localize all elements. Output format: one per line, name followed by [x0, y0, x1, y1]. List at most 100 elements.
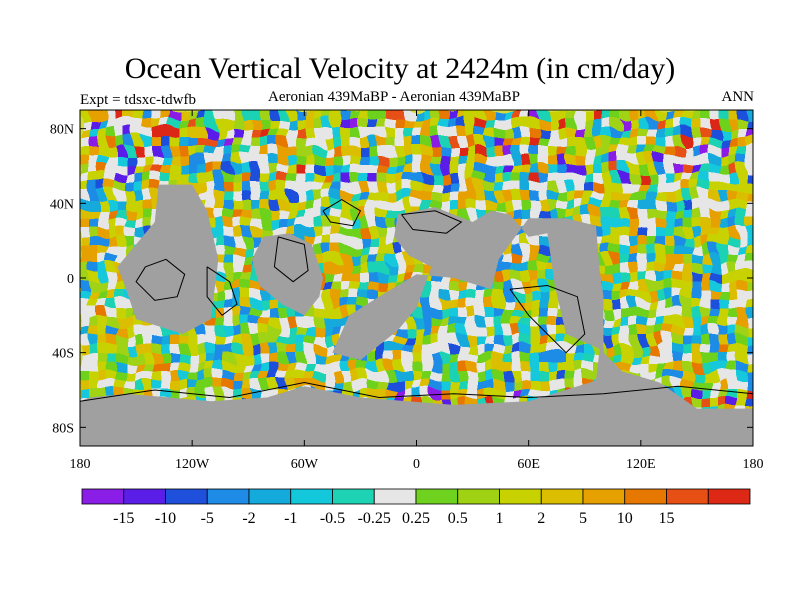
field-cell: [377, 227, 387, 237]
field-cell: [746, 335, 753, 345]
field-cell: [674, 380, 684, 390]
field-cell: [656, 173, 666, 183]
field-cell: [683, 119, 693, 129]
field-cell: [629, 353, 639, 363]
field-cell: [134, 227, 144, 237]
field-cell: [440, 119, 450, 129]
field-cell: [467, 344, 477, 354]
field-cell: [377, 218, 387, 228]
field-cell: [701, 227, 711, 237]
field-cell: [665, 236, 675, 246]
field-cell: [224, 272, 234, 282]
field-cell: [566, 164, 576, 174]
field-cell: [701, 245, 711, 255]
field-cell: [89, 128, 99, 138]
field-cell: [449, 182, 459, 192]
field-cell: [422, 362, 432, 372]
field-cell: [422, 389, 432, 399]
field-cell: [107, 299, 117, 309]
field-cell: [422, 353, 432, 363]
field-cell: [548, 326, 558, 336]
field-cell: [296, 371, 306, 381]
field-cell: [395, 245, 405, 255]
field-cell: [287, 200, 297, 210]
field-cell: [350, 281, 360, 291]
field-cell: [539, 344, 549, 354]
field-cell: [215, 227, 225, 237]
field-cell: [107, 380, 117, 390]
field-cell: [665, 263, 675, 273]
field-cell: [692, 182, 702, 192]
field-cell: [710, 218, 720, 228]
field-cell: [251, 227, 261, 237]
field-cell: [512, 146, 522, 156]
field-cell: [683, 380, 693, 390]
field-cell: [665, 380, 675, 390]
field-cell: [737, 362, 747, 372]
field-cell: [80, 299, 90, 309]
field-cell: [449, 155, 459, 165]
field-cell: [593, 173, 603, 183]
field-cell: [89, 137, 99, 147]
field-cell: [332, 146, 342, 156]
field-cell: [197, 155, 207, 165]
field-cell: [710, 200, 720, 210]
field-cell: [368, 227, 378, 237]
field-cell: [656, 371, 666, 381]
field-cell: [683, 182, 693, 192]
field-cell: [350, 245, 360, 255]
field-cell: [314, 335, 324, 345]
field-cell: [170, 110, 180, 120]
field-cell: [728, 245, 738, 255]
field-cell: [629, 236, 639, 246]
field-cell: [197, 389, 207, 399]
field-cell: [242, 362, 252, 372]
field-cell: [206, 389, 216, 399]
field-cell: [80, 191, 90, 201]
field-cell: [350, 362, 360, 372]
field-cell: [215, 182, 225, 192]
field-cell: [170, 362, 180, 372]
x-tick-label: 180: [70, 457, 91, 472]
field-cell: [440, 317, 450, 327]
field-cell: [449, 200, 459, 210]
field-cell: [674, 389, 684, 399]
field-cell: [620, 155, 630, 165]
field-cell: [386, 380, 396, 390]
field-cell: [692, 281, 702, 291]
experiment-label: Expt = tdsxc-tdwfb: [80, 92, 196, 108]
field-cell: [125, 371, 135, 381]
field-cell: [395, 182, 405, 192]
field-cell: [467, 164, 477, 174]
field-cell: [656, 146, 666, 156]
field-cell: [377, 182, 387, 192]
field-cell: [494, 155, 504, 165]
field-cell: [584, 353, 594, 363]
field-cell: [161, 344, 171, 354]
field-cell: [323, 353, 333, 363]
field-cell: [332, 119, 342, 129]
field-cell: [719, 308, 729, 318]
field-cell: [422, 182, 432, 192]
field-cell: [89, 191, 99, 201]
field-cell: [440, 344, 450, 354]
field-cell: [368, 164, 378, 174]
field-cell: [548, 164, 558, 174]
field-cell: [620, 245, 630, 255]
field-cell: [413, 155, 423, 165]
field-cell: [629, 308, 639, 318]
field-cell: [467, 371, 477, 381]
field-cell: [323, 245, 333, 255]
field-cell: [449, 290, 459, 300]
field-cell: [584, 182, 594, 192]
field-cell: [287, 173, 297, 183]
field-cell: [602, 200, 612, 210]
field-cell: [89, 389, 99, 399]
field-cell: [368, 263, 378, 273]
field-cell: [143, 155, 153, 165]
field-cell: [161, 389, 171, 399]
field-cell: [125, 119, 135, 129]
field-cell: [494, 146, 504, 156]
field-cell: [242, 227, 252, 237]
field-cell: [377, 344, 387, 354]
